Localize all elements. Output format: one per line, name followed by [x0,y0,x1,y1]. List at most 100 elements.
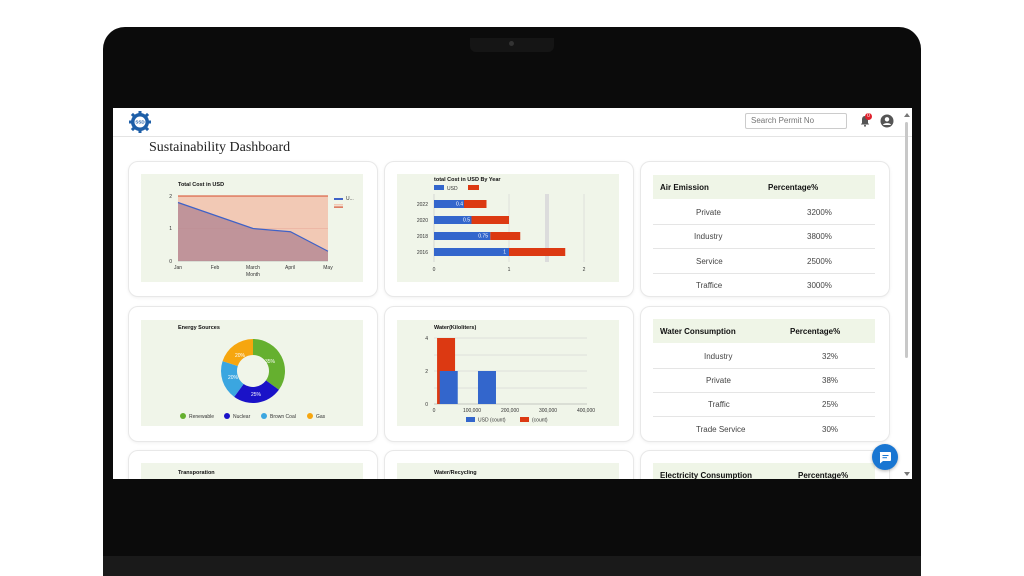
donut-slice-brown-coal[interactable] [221,361,244,397]
table-cell: 2500% [807,257,832,266]
x-tick: 2 [583,267,586,273]
gridband [545,194,549,262]
table-row: Service 2500% [653,249,875,274]
bar-usd[interactable] [434,200,464,208]
card-air-emission: Air Emission Percentage% Private 3200% I… [640,161,890,297]
table-row: Industry 3800% [653,224,875,249]
x-tick: 200,000 [501,408,519,414]
bar-label: 0.75 [478,234,488,240]
legend-label: (count) [532,418,548,424]
bar-red[interactable] [509,248,566,256]
card-water-consumption: Water Consumption Percentage% Industry 3… [640,306,890,442]
y-tick: 2020 [417,218,428,224]
legend-label: Brown Coal [270,414,296,420]
slice-label: 20% [228,375,239,381]
chart-title: Water/Recycling [434,470,477,476]
chart-title: Energy Sources [178,325,220,331]
bar-usd[interactable] [434,232,491,240]
y-tick: 2 [425,369,428,375]
donut-slice-gas[interactable] [222,339,253,367]
card-energy-sources: Energy Sources 35% 25% 20% 20% Renewable… [128,306,378,442]
chart-title: Transporation [178,470,215,476]
bar-usd[interactable] [434,248,509,256]
chart-title: total Cost in USD By Year [434,177,501,183]
table-cell: Private [706,376,731,385]
legend-label: USD (count) [478,418,506,424]
chart-total-cost: Total Cost in USD 2 1 0 Jan Feb March Ap… [141,174,363,282]
x-tick: 1 [508,267,511,273]
gear-logo-icon[interactable]: SSD [128,110,152,134]
x-tick: 0 [433,408,436,414]
x-tick: Feb [211,265,220,271]
bar-usd[interactable] [477,371,496,404]
donut-slice-renewable[interactable] [253,339,285,390]
laptop-base [103,556,921,576]
y-tick: 4 [425,336,428,342]
table-cell: 30% [822,425,839,434]
column-header: Percentage% [768,183,819,192]
app-screen: SSD 0 Sustainability Dashboard Total Cos… [113,108,912,479]
table-cell: 3200% [807,208,832,217]
y-tick: 0 [425,402,428,408]
donut-slices [221,339,285,403]
table-cell: Industry [704,352,733,361]
legend-dot [261,413,267,419]
slice-label: 20% [235,353,246,359]
chat-button[interactable] [872,444,898,470]
logo-text: SSD [135,120,145,125]
table-cell: 38% [822,376,839,385]
bar-usd[interactable] [439,371,458,404]
column-header: Air Emission [660,183,709,192]
legend-swatch-blue [334,198,343,200]
bar-red[interactable] [471,216,510,224]
donut-slice-nuclear[interactable] [234,380,279,403]
legend-dot [180,413,186,419]
table-cell: Traffic [708,400,730,409]
table-cell: 3800% [807,232,832,241]
bar-red[interactable] [490,232,521,240]
table-cell: 3000% [807,281,832,290]
table-row: Traffic 25% [653,392,875,417]
bar-red[interactable] [464,200,487,208]
card-cost-by-year: total Cost in USD By Year USD 2022 2020 … [384,161,634,297]
chart-water-recycling: Water/Recycling [397,463,619,479]
x-tick: 400,000 [577,408,595,414]
table-cell: Private [696,208,721,217]
slice-label: 35% [265,359,276,365]
y-tick: 0 [169,259,172,265]
chart-energy-sources: Energy Sources 35% 25% 20% 20% Renewable… [141,320,363,426]
legend-swatch-red [334,206,343,208]
column-header: Electricity Consumption [660,471,753,479]
table-cell: Service [696,257,723,266]
webcam-icon [509,41,514,46]
chat-icon [879,452,891,464]
x-tick: Jan [174,265,182,271]
chart-water-kiloliters: Water(Kiloliters) 4 2 0 0 100,000 200,00… [397,320,619,426]
scroll-down-icon[interactable] [903,471,911,477]
chart-transportation: Transporation [141,463,363,479]
bar-usd[interactable] [434,216,472,224]
slice-label: 25% [251,392,262,398]
table-row: Trade Service 30% [653,417,875,441]
column-header: Percentage% [798,471,849,479]
card-water-kiloliters: Water(Kiloliters) 4 2 0 0 100,000 200,00… [384,306,634,442]
x-tick: 100,000 [463,408,481,414]
donut-chart-svg: 35% 25% 20% 20% Renewable Nuclear Brown … [180,339,326,420]
card-water-recycling: Water/Recycling [384,450,634,479]
legend-label: Nuclear [233,414,251,420]
legend-swatch-red [520,417,529,422]
page-title: Sustainability Dashboard [149,140,291,155]
y-tick: 2018 [417,234,428,240]
table-header: Electricity Consumption Percentage% [653,463,875,479]
y-tick: 2022 [417,202,428,208]
scroll-up-icon[interactable] [903,112,911,118]
chart-title: Water(Kiloliters) [434,325,477,331]
chart-cost-by-year: total Cost in USD By Year USD 2022 2020 … [397,174,619,282]
y-tick: 2 [169,194,172,200]
user-avatar-icon[interactable] [880,114,894,128]
search-permit-input[interactable] [745,113,847,129]
series-area [178,202,328,261]
scrollbar-thumb[interactable] [905,122,908,358]
histogram-svg: 4 2 0 0 100,000 200,000 300,000 400,000 … [425,336,595,424]
x-tick: May [323,265,333,271]
